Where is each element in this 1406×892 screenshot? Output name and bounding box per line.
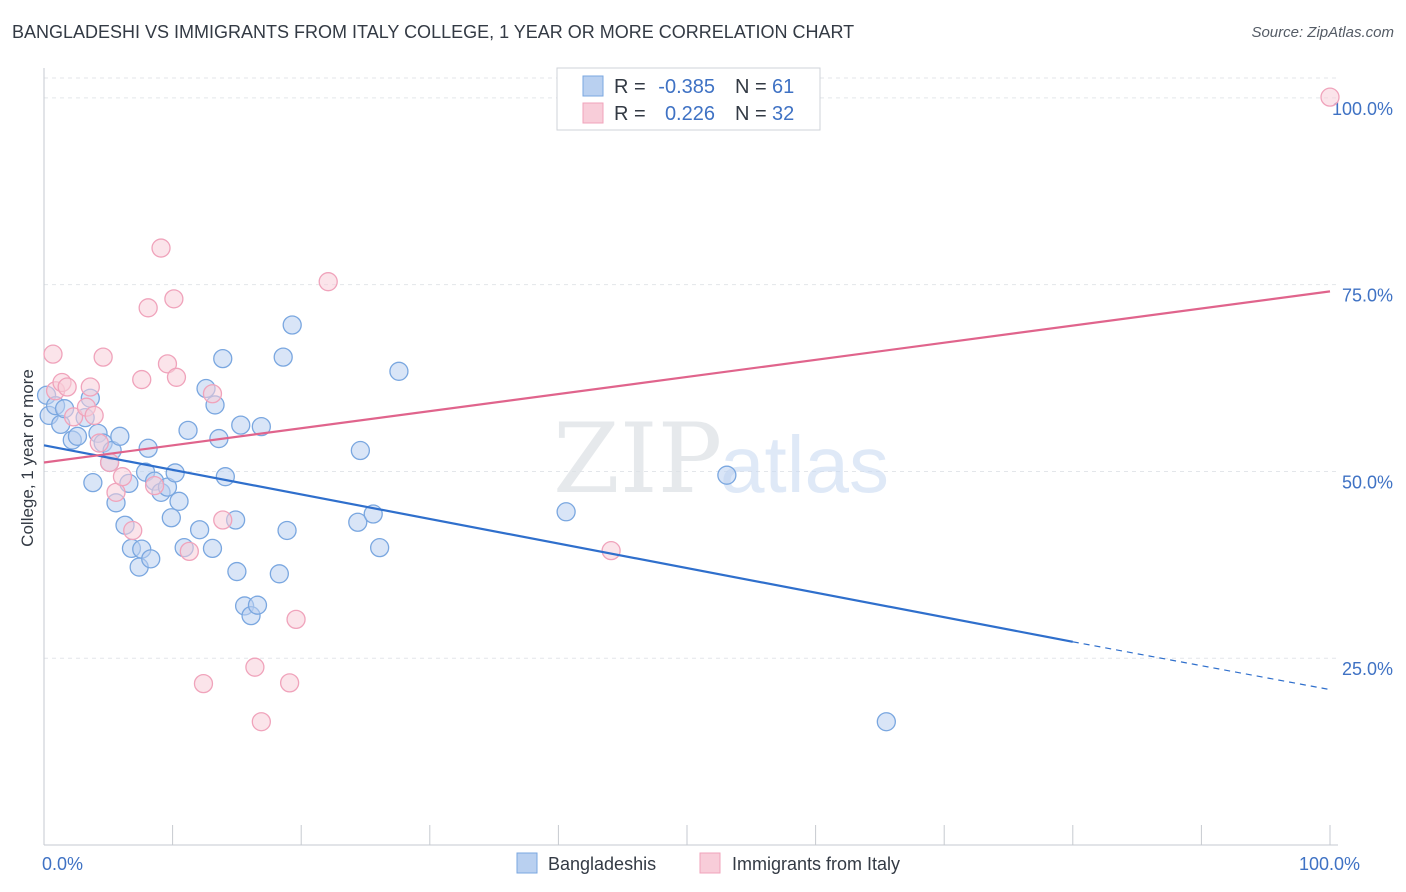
point-italy [601, 540, 621, 561]
point-bangladeshis [110, 426, 130, 446]
point-bangladeshis [189, 520, 210, 540]
axes: 25.0% 50.0% 75.0% 100.0% 0.0% 100.0% [42, 68, 1393, 874]
chart-source: Source: ZipAtlas.com [1251, 24, 1394, 41]
point-bangladeshis [213, 348, 233, 369]
point-italy [80, 377, 100, 397]
stats-legend-r-value: 0.226 [665, 103, 715, 125]
legend-label-bangladeshis: Bangladeshis [548, 854, 656, 874]
stats-legend-n-value: 61 [772, 76, 794, 98]
point-italy [43, 344, 63, 364]
point-italy [179, 541, 199, 562]
point-italy [279, 673, 300, 693]
y-tick-label: 50.0% [1342, 472, 1393, 492]
trend-line-italy [43, 290, 1331, 464]
stats-legend: R = -0.385 N = 61 R = 0.226 N = 32 [556, 67, 821, 131]
point-italy [318, 272, 338, 292]
point-italy [63, 407, 84, 427]
point-italy [123, 520, 143, 541]
point-bangladeshis [141, 549, 161, 569]
point-bangladeshis [215, 467, 235, 487]
point-bangladeshis [227, 561, 247, 582]
point-italy [251, 712, 271, 732]
point-italy [193, 673, 214, 694]
y-tick-label: 100.0% [1332, 99, 1393, 119]
x-tick-label: 0.0% [42, 854, 83, 874]
point-italy [57, 377, 77, 397]
point-bangladeshis [348, 512, 368, 532]
point-italy [166, 367, 187, 387]
watermark-zip: ZIP [553, 403, 722, 515]
point-bangladeshis [269, 564, 289, 584]
point-italy [93, 347, 113, 367]
point-bangladeshis [273, 347, 293, 367]
stats-legend-r-label: R = [614, 76, 646, 98]
point-bangladeshis [282, 315, 302, 335]
trend-lines [43, 290, 1331, 691]
point-bangladeshis [876, 712, 896, 732]
point-italy [89, 433, 109, 453]
point-italy [112, 467, 133, 487]
stats-legend-n-label: N = [735, 103, 767, 125]
point-bangladeshis [67, 426, 88, 446]
stats-legend-n-value: 32 [772, 103, 794, 125]
point-italy [151, 238, 171, 258]
point-bangladeshis [389, 361, 409, 381]
point-bangladeshis [369, 537, 390, 558]
point-bangladeshis [277, 520, 297, 541]
point-bangladeshis [556, 502, 576, 522]
point-italy [202, 384, 223, 404]
trend-line-extension [1072, 641, 1331, 691]
point-bangladeshis [165, 463, 185, 483]
point-italy [1320, 87, 1340, 107]
point-italy [84, 405, 104, 426]
point-bangladeshis [251, 416, 271, 437]
point-bangladeshis [83, 472, 103, 493]
point-bangladeshis [178, 420, 198, 441]
point-italy [138, 298, 158, 318]
x-tick-label: 100.0% [1299, 854, 1360, 874]
point-bangladeshis [717, 465, 737, 485]
point-italy [213, 510, 233, 530]
point-italy [132, 369, 152, 390]
stats-legend-r-label: R = [614, 103, 646, 125]
stats-legend-n-label: N = [735, 76, 767, 98]
y-tick-label: 75.0% [1342, 286, 1393, 306]
point-bangladeshis [231, 415, 251, 435]
series-legend: Bangladeshis Immigrants from Italy [516, 852, 900, 874]
legend-label-italy: Immigrants from Italy [732, 854, 900, 874]
point-bangladeshis [350, 440, 371, 461]
legend-swatch-bangladeshis [516, 852, 538, 874]
legend-swatch-italy [699, 852, 721, 874]
point-bangladeshis [247, 595, 268, 615]
point-italy [157, 354, 178, 374]
point-italy [144, 475, 165, 496]
stats-legend-swatch-bangladeshis [582, 75, 604, 97]
point-bangladeshis [169, 491, 189, 511]
trend-line-bangladeshis [43, 444, 1074, 643]
data-points [36, 87, 1340, 732]
stats-legend-r-value: -0.385 [658, 76, 715, 98]
y-axis-label: College, 1 year or more [18, 369, 37, 547]
point-bangladeshis [161, 508, 181, 528]
point-italy [245, 657, 265, 677]
point-italy [286, 609, 306, 630]
y-tick-label: 25.0% [1342, 659, 1393, 679]
point-italy [164, 289, 184, 309]
watermark-atlas: atlas [720, 420, 889, 509]
chart-title: BANGLADESHI VS IMMIGRANTS FROM ITALY COL… [12, 22, 855, 42]
stats-legend-swatch-italy [582, 102, 604, 124]
point-bangladeshis [202, 538, 223, 559]
